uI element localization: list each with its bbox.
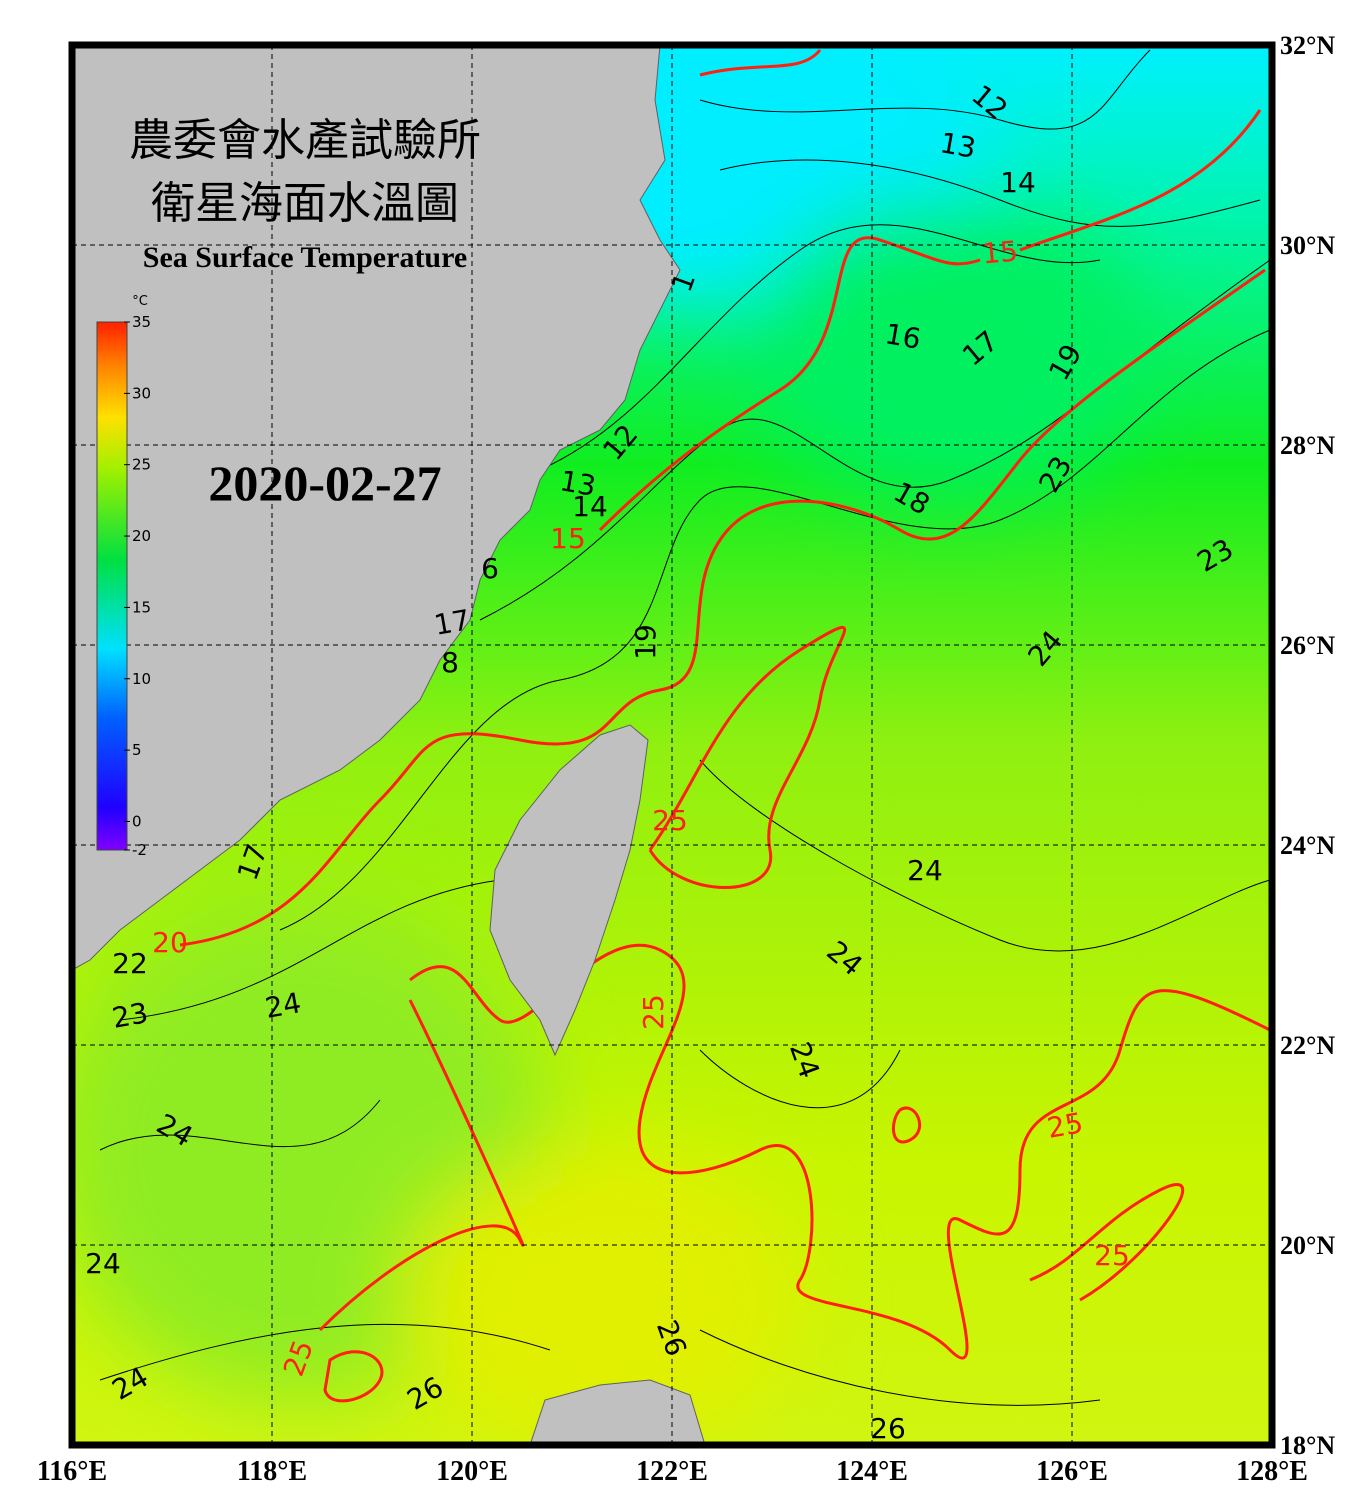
contour-label: 16: [882, 317, 923, 356]
contour-label: 25: [1094, 1239, 1130, 1272]
contour-label: 15: [550, 522, 586, 555]
colorbar-tick-label: 30: [132, 384, 151, 402]
contour-label: 6: [481, 552, 499, 585]
colorbar: [96, 321, 128, 851]
x-tick-label: 126°E: [1036, 1456, 1108, 1487]
land: [72, 45, 706, 1445]
colorbar-tick-label: -2: [132, 841, 147, 859]
title-line2: 衛星海面水溫圖: [151, 179, 459, 228]
contour-label: 13: [557, 464, 598, 503]
contour-label: 24: [907, 854, 943, 887]
x-tick-label: 128°E: [1236, 1456, 1308, 1487]
x-tick-label: 116°E: [37, 1456, 107, 1487]
colorbar-tick-label: 35: [132, 313, 151, 331]
colorbar-tick-label: 10: [132, 670, 151, 688]
date: 2020-02-27: [208, 455, 441, 511]
y-tick-label: 18°N: [1280, 1431, 1335, 1460]
contour-label: 13: [937, 126, 978, 165]
x-tick-label: 124°E: [836, 1456, 908, 1487]
contour-label: 24: [263, 986, 304, 1025]
colorbar-unit: °C: [132, 294, 148, 309]
contour-label: 14: [572, 490, 608, 523]
y-tick-label: 20°N: [1280, 1231, 1335, 1260]
x-tick-label: 122°E: [636, 1456, 708, 1487]
contour-label: 15: [981, 235, 1019, 271]
contour-label: 22: [112, 947, 148, 980]
subtitle: Sea Surface Temperature: [143, 241, 467, 274]
title-line1: 農委會水產試驗所: [129, 116, 481, 165]
y-tick-label: 26°N: [1280, 631, 1335, 660]
map-area: [72, 45, 1272, 1445]
colorbar-tick-label: 20: [132, 527, 151, 545]
y-tick-label: 30°N: [1280, 231, 1335, 260]
contour-label: 17: [432, 603, 473, 642]
colorbar-tick-label: 5: [132, 741, 142, 759]
map-frame: [68, 41, 1276, 1449]
colorbar-tick-label: 0: [132, 812, 142, 830]
contour-label: 24: [85, 1247, 121, 1280]
x-tick-label: 118°E: [237, 1456, 307, 1487]
contour-label: 25: [1045, 1106, 1086, 1145]
contour-label: 19: [629, 624, 662, 660]
contour-label: 8: [441, 646, 459, 679]
y-tick-label: 22°N: [1280, 1031, 1335, 1060]
contour-label: 25: [652, 804, 688, 837]
colorbar-tick-label: 15: [132, 598, 151, 616]
isotherm-major: [179, 49, 1271, 1403]
contour-label: 20: [152, 926, 188, 959]
x-tick-label: 120°E: [436, 1456, 508, 1487]
contour-label: 14: [1000, 166, 1036, 199]
y-tick-label: 28°N: [1280, 431, 1335, 460]
contour-label: 25: [637, 994, 670, 1030]
contour-label: 26: [870, 1412, 906, 1445]
y-tick-label: 24°N: [1280, 831, 1335, 860]
contour-label: 23: [110, 996, 151, 1035]
colorbar-tick-label: 25: [132, 456, 151, 474]
y-tick-label: 32°N: [1280, 31, 1335, 60]
